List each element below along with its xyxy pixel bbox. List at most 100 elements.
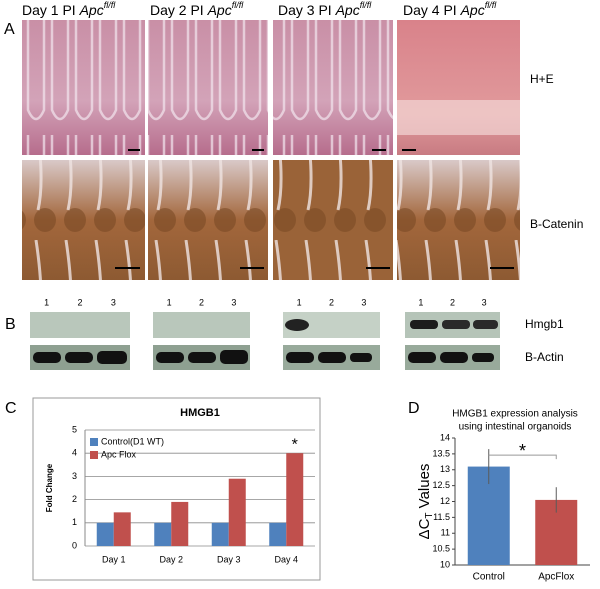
y-tick-label: 0 <box>72 540 77 550</box>
header-prefix: Day 2 PI <box>150 2 208 18</box>
y-axis-label: Fold Change <box>45 463 54 512</box>
lane-label: 2 <box>199 297 204 307</box>
catenin-image-texture <box>148 160 268 280</box>
header-prefix: Day 1 PI <box>22 2 80 18</box>
bar <box>96 522 114 546</box>
blot-band <box>285 319 309 331</box>
panel-b-blots <box>30 312 500 370</box>
he-image-texture <box>397 100 520 135</box>
lane-label: 3 <box>482 297 487 307</box>
x-tick-label: Control <box>473 572 505 583</box>
legend-swatch <box>90 451 98 459</box>
row-label: B-Actin <box>525 350 564 364</box>
y-label-sub: T <box>424 512 435 518</box>
panel-label: C <box>5 400 17 417</box>
he-image-texture <box>273 20 393 155</box>
chart-title: HMGB1 expression analysis <box>452 409 578 420</box>
y-tick-label: 3 <box>72 471 77 481</box>
significance-bracket <box>488 454 557 460</box>
chart-title: HMGB1 <box>180 407 220 419</box>
y-tick-label: 12.5 <box>432 480 450 490</box>
significance-mark: * <box>292 436 298 453</box>
header-superscript: fl/fl <box>485 0 498 10</box>
y-tick-label: 1 <box>72 517 77 527</box>
bar <box>211 522 229 546</box>
bar <box>286 453 304 546</box>
blot <box>30 312 130 338</box>
actin-bands <box>33 350 494 364</box>
header-gene: Apc <box>207 2 232 18</box>
y-tick-label: 12 <box>440 496 450 506</box>
chart-title: using intestinal organoids <box>459 422 572 433</box>
bar <box>228 478 246 546</box>
lane-label: 1 <box>297 297 302 307</box>
chart-frame <box>32 397 321 581</box>
column-header: Day 3 PI Apcfl/fl <box>278 0 372 17</box>
header-prefix: Day 4 PI <box>403 2 461 18</box>
header-gene: Apc <box>335 2 360 18</box>
lane-label: 2 <box>450 297 455 307</box>
column-header: Day 4 PI Apcfl/fl <box>403 0 497 17</box>
lane-label: 2 <box>329 297 334 307</box>
x-tick-label: Day 3 <box>217 554 241 564</box>
y-label-rest: Values <box>416 464 433 513</box>
blot-band <box>410 320 438 329</box>
panel-label: A <box>4 21 15 38</box>
y-tick-label: 14 <box>440 432 450 442</box>
panel-a-images <box>22 20 520 280</box>
header-superscript: fl/fl <box>232 0 245 10</box>
bar <box>154 522 172 546</box>
x-tick-label: Day 2 <box>159 554 183 564</box>
blot-band <box>442 320 470 329</box>
header-prefix: Day 3 PI <box>278 2 336 18</box>
lane-label: 3 <box>361 297 366 307</box>
panel-label: B <box>5 316 16 333</box>
header-superscript: fl/fl <box>360 0 373 10</box>
catenin-image-texture <box>397 160 520 280</box>
lane-label: 1 <box>167 297 172 307</box>
y-tick-label: 11 <box>441 528 450 538</box>
x-tick-label: Day 1 <box>102 554 126 564</box>
column-header: Day 2 PI Apcfl/fl <box>150 0 244 17</box>
bar <box>171 501 189 546</box>
y-tick-label: 13 <box>440 464 450 474</box>
legend-label: Apc Flox <box>101 449 137 459</box>
y-tick-label: 11.5 <box>433 512 450 522</box>
lane-label: 2 <box>77 297 82 307</box>
lane-label: 3 <box>231 297 236 307</box>
column-header: Day 1 PI Apcfl/fl <box>22 0 116 17</box>
catenin-image-texture <box>273 160 393 280</box>
row-label: H+E <box>530 72 554 86</box>
lane-label: 1 <box>44 297 49 307</box>
lane-label: 3 <box>111 297 116 307</box>
blot-band <box>473 320 498 329</box>
header-gene: Apc <box>460 2 485 18</box>
row-label: Hmgb1 <box>525 317 564 331</box>
scale-bars <box>115 149 514 269</box>
x-tick-label: ApcFlox <box>538 572 574 583</box>
y-tick-label: 2 <box>72 494 77 504</box>
he-image-texture <box>22 20 145 155</box>
legend-label: Control(D1 WT) <box>101 436 164 446</box>
x-tick-label: Day 4 <box>274 554 298 564</box>
legend-swatch <box>90 438 98 446</box>
y-tick-label: 10 <box>440 559 450 569</box>
catenin-image-texture <box>22 160 145 280</box>
bar <box>269 522 287 546</box>
y-tick-label: 5 <box>72 424 77 434</box>
lane-label: 1 <box>418 297 423 307</box>
blot <box>153 312 250 338</box>
significance-mark: * <box>519 441 526 461</box>
y-label-main: ΔC <box>416 518 433 539</box>
row-label: B-Catenin <box>530 217 583 231</box>
he-image-texture <box>148 20 268 155</box>
y-axis-label: ΔCT Values <box>416 464 435 540</box>
y-tick-label: 4 <box>72 448 77 458</box>
y-tick-label: 13.5 <box>432 448 450 458</box>
header-superscript: fl/fl <box>104 0 117 10</box>
bar <box>113 512 131 546</box>
panel-label: D <box>408 400 420 417</box>
y-tick-label: 10.5 <box>432 544 450 554</box>
header-gene: Apc <box>79 2 104 18</box>
